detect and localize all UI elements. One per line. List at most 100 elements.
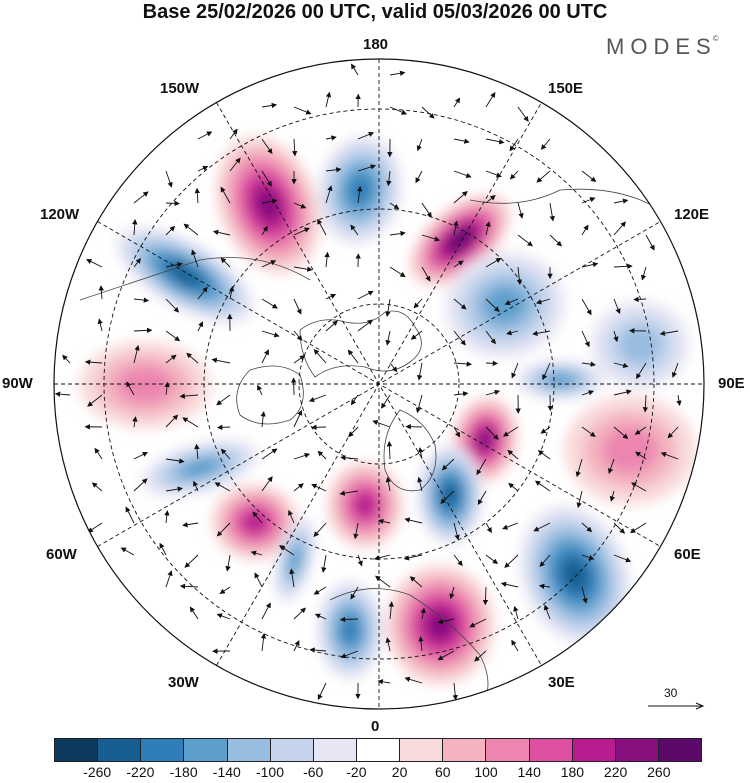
lon-label-90e: 90E <box>718 375 745 392</box>
wind-arrow <box>293 266 313 272</box>
wind-arrow <box>500 581 519 588</box>
wind-arrow <box>576 490 583 509</box>
wind-arrow <box>165 225 176 236</box>
wind-arrow <box>261 260 277 268</box>
wind-arrow <box>197 131 213 140</box>
wind-arrow <box>94 447 103 460</box>
wind-arrow <box>159 542 167 556</box>
wind-arrow <box>165 298 180 313</box>
wind-arrow <box>415 394 423 414</box>
colorbar-swatch <box>97 739 141 761</box>
wind-arrow <box>191 249 199 268</box>
wind-arrow <box>581 586 588 604</box>
wind-arrow <box>261 138 273 155</box>
wind-arrow <box>421 234 441 242</box>
wind-arrow <box>357 164 377 172</box>
anomaly-contour <box>169 263 201 287</box>
wind-arrow <box>293 452 311 460</box>
wind-arrow <box>404 676 423 684</box>
wind-arrow <box>375 575 391 588</box>
wind-arrow <box>404 517 423 524</box>
lon-label-180: 180 <box>363 36 389 53</box>
colorbar-tick-label: 260 <box>647 764 671 780</box>
anomaly-atlantic-high <box>211 483 299 561</box>
wind-arrow <box>417 476 423 492</box>
wind-arrow <box>502 522 519 530</box>
wind-arrow <box>165 486 183 492</box>
brand-mark: © <box>712 34 719 43</box>
coast-arctic-3 <box>383 409 437 492</box>
wind-arrow <box>642 394 649 413</box>
wind-arrow <box>133 191 149 204</box>
wind-arrow <box>261 298 278 309</box>
wind-arrow <box>261 170 272 187</box>
coast-asia <box>469 188 661 211</box>
wind-arrow <box>133 478 148 492</box>
wind-arrow <box>179 583 199 590</box>
lon-label-60w: 60W <box>46 546 77 563</box>
wind-arrow <box>120 547 135 556</box>
wind-arrow <box>353 522 359 540</box>
wind-arrow <box>279 545 295 556</box>
colorbar <box>54 738 702 762</box>
wind-arrow <box>261 198 278 204</box>
wind-arrow <box>212 229 231 236</box>
wind-arrow <box>252 511 263 524</box>
anomaly-north-atlantic-low <box>516 360 604 400</box>
wind-arrow <box>537 450 551 460</box>
coast-america <box>79 257 311 301</box>
wind-arrow <box>581 390 595 396</box>
wind-arrow <box>220 448 231 460</box>
wind-arrow <box>165 170 173 188</box>
wind-arrow <box>220 257 231 268</box>
wind-arrow <box>165 458 185 464</box>
wind-arrow <box>216 613 231 620</box>
wind-arrow <box>386 440 393 460</box>
wind-arrow <box>313 348 327 364</box>
wind-arrow <box>293 298 302 315</box>
wind-arrow <box>511 362 519 379</box>
brand-logo: MODES© <box>606 34 719 60</box>
colorbar-tick-label: 220 <box>603 764 628 780</box>
wind-arrow <box>250 550 263 556</box>
wind-arrow <box>485 554 499 565</box>
wind-arrow <box>389 362 398 373</box>
wind-arrow <box>132 416 138 428</box>
colorbar-swatch <box>571 739 615 761</box>
wind-arrow <box>257 384 263 396</box>
wind-arrow <box>581 522 593 533</box>
wind-arrow <box>194 443 200 460</box>
anomaly-mediterranean-high <box>385 564 495 686</box>
anomaly-west-asia-low <box>519 505 631 645</box>
wind-arrow <box>325 135 337 141</box>
wind-arrow <box>613 362 629 369</box>
colorbar-tick-label: 180 <box>560 764 585 780</box>
map-disc <box>54 59 704 709</box>
colorbar-swatch <box>269 739 313 761</box>
wind-arrow <box>485 330 496 345</box>
wind-arrow <box>453 260 464 268</box>
wind-arrow <box>317 450 327 460</box>
anomaly-contour <box>562 558 588 592</box>
wind-arrow <box>502 426 519 437</box>
wind-arrow <box>133 344 140 364</box>
wind-arrow <box>415 170 423 184</box>
wind-arrow <box>532 330 551 336</box>
wind-arrow <box>165 354 177 364</box>
colorbar-tick-label: 60 <box>435 764 451 780</box>
wind-arrow <box>613 198 629 204</box>
wind-arrow <box>540 138 551 150</box>
wind-arrow <box>453 522 460 541</box>
lon-label-90w: 90W <box>2 375 33 392</box>
wind-arrow <box>437 618 455 625</box>
colorbar-swatch <box>355 739 400 761</box>
wind-arrow <box>389 70 406 76</box>
wind-arrow <box>132 218 138 236</box>
wind-arrow <box>98 285 104 300</box>
vector-scale-reference: 30 <box>646 686 705 710</box>
wind-arrow <box>340 650 359 659</box>
wind-arrow <box>165 200 180 207</box>
colorbar-tick-label: 100 <box>474 764 498 780</box>
wind-arrow <box>542 362 551 381</box>
wind-arrow <box>513 605 519 620</box>
